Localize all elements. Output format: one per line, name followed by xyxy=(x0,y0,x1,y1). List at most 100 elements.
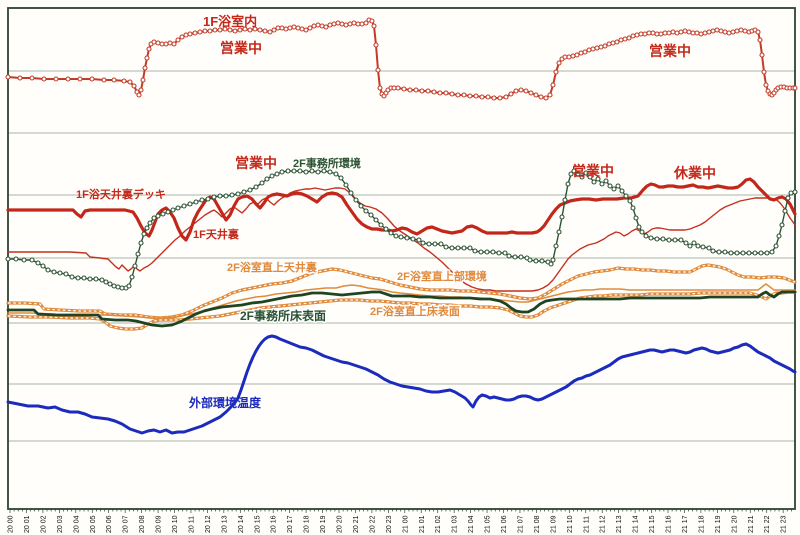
series-marker-2f-office-env xyxy=(333,171,339,177)
series-marker-1f-bathroom xyxy=(443,90,449,96)
series-marker-2f-office-env xyxy=(643,233,649,239)
status-closed-day2: 休業中 xyxy=(673,165,716,181)
series-marker-2f-office-env xyxy=(565,181,571,187)
series-marker-2f-office-env xyxy=(199,197,205,203)
series-marker-1f-bathroom xyxy=(590,46,596,52)
x-axis-label: 20 18 xyxy=(304,515,311,533)
series-marker-2f-office-env xyxy=(599,181,605,187)
series-marker-1f-bathroom xyxy=(547,92,553,98)
series-marker-1f-bathroom xyxy=(523,88,529,94)
series-marker-1f-bathroom xyxy=(142,65,148,71)
series-marker-1f-bathroom xyxy=(690,30,696,36)
series-marker-2f-office-env xyxy=(706,245,712,251)
series-marker-1f-bathroom xyxy=(738,27,744,33)
series-marker-1f-bathroom xyxy=(187,31,193,37)
series-marker-1f-bathroom xyxy=(343,22,349,28)
series-dash-overlay-2f-bath-floor-surface xyxy=(7,291,795,330)
series-marker-2f-office-env xyxy=(603,178,609,184)
series-marker-2f-office-env xyxy=(722,249,728,255)
series-marker-2f-office-env xyxy=(615,183,621,189)
series-marker-1f-bathroom xyxy=(359,21,365,27)
series-marker-1f-bathroom xyxy=(755,29,761,35)
series-marker-2f-office-env xyxy=(710,248,716,254)
series-marker-1f-bathroom xyxy=(331,21,337,27)
series-marker-1f-bathroom xyxy=(271,27,277,33)
series-marker-2f-office-env xyxy=(393,233,399,239)
x-axis-label: 20 15 xyxy=(254,515,261,533)
series-marker-1f-bathroom xyxy=(508,91,514,97)
series-marker-1f-bathroom xyxy=(485,94,491,100)
series-marker-2f-office-env xyxy=(416,237,422,243)
series-marker-2f-office-env xyxy=(496,250,502,256)
series-marker-2f-office-env xyxy=(455,245,461,251)
series-marker-1f-bathroom xyxy=(674,30,680,36)
series-marker-1f-bathroom xyxy=(513,88,519,94)
series-marker-2f-office-env xyxy=(138,240,144,246)
x-axis-label: 20 11 xyxy=(188,516,195,533)
series-marker-2f-office-env xyxy=(175,205,181,211)
series-marker-2f-office-env xyxy=(358,203,364,209)
series-marker-2f-office-env xyxy=(126,283,132,289)
series-marker-2f-office-env xyxy=(559,214,565,220)
series-marker-1f-bathroom xyxy=(307,25,313,31)
x-axis-label: 20 10 xyxy=(172,515,179,533)
series-marker-2f-office-env xyxy=(502,250,508,256)
x-axis-label: 20 00 xyxy=(8,515,15,533)
x-axis-label: 20 17 xyxy=(287,515,294,533)
series-marker-2f-office-env xyxy=(29,257,35,263)
series-marker-1f-bathroom xyxy=(369,18,375,24)
series-marker-1f-bathroom xyxy=(323,24,329,30)
series-marker-2f-office-env xyxy=(627,198,633,204)
series-marker-1f-bathroom xyxy=(339,21,345,27)
series-marker-1f-bathroom xyxy=(467,93,473,99)
series-marker-2f-office-env xyxy=(666,237,672,243)
series-marker-2f-office-env xyxy=(636,224,642,230)
series-marker-2f-office-env xyxy=(363,208,369,214)
x-axis-label: 21 11 xyxy=(583,516,590,533)
series-marker-1f-bathroom xyxy=(167,40,173,46)
series-marker-2f-office-env xyxy=(562,197,568,203)
series-marker-2f-office-env xyxy=(93,276,99,282)
x-axis-label: 21 08 xyxy=(534,515,541,533)
series-marker-2f-office-env xyxy=(132,263,138,269)
series-marker-2f-office-env xyxy=(591,179,597,185)
series-marker-2f-office-env xyxy=(87,276,93,282)
series-marker-1f-bathroom xyxy=(437,90,443,96)
series-marker-1f-bathroom xyxy=(666,30,672,36)
series-marker-1f-bathroom xyxy=(77,76,83,82)
series-marker-1f-bathroom xyxy=(17,75,23,81)
series-marker-2f-office-env xyxy=(115,284,121,290)
series-marker-2f-office-env xyxy=(119,285,125,291)
series-marker-2f-office-env xyxy=(484,249,490,255)
series-marker-2f-office-env xyxy=(691,240,697,246)
series-marker-2f-office-env xyxy=(99,277,105,283)
series-marker-1f-bathroom xyxy=(630,33,636,39)
x-axis-label: 20 09 xyxy=(156,515,163,533)
series-marker-1f-bathroom xyxy=(543,95,549,101)
series-marker-1f-bathroom xyxy=(159,41,165,47)
series-marker-1f-bathroom xyxy=(275,25,281,31)
series-marker-2f-office-env xyxy=(51,269,57,275)
series-marker-1f-bathroom xyxy=(257,27,263,33)
series-marker-2f-office-env xyxy=(785,195,791,201)
x-axis-label: 20 06 xyxy=(106,515,113,533)
status-open-day2-mid: 営業中 xyxy=(572,163,614,179)
series-marker-1f-bathroom xyxy=(131,83,137,89)
series-marker-2f-office-env xyxy=(348,190,354,196)
series-marker-1f-bathroom xyxy=(319,23,325,29)
series-marker-1f-bathroom xyxy=(267,29,273,35)
series-marker-2f-office-env xyxy=(550,257,556,263)
series-marker-1f-bathroom xyxy=(618,37,624,43)
series-marker-2f-office-env xyxy=(639,229,645,235)
series-marker-1f-bathroom xyxy=(614,39,620,45)
series-marker-2f-office-env xyxy=(291,168,297,174)
series-marker-1f-bathroom xyxy=(89,76,95,82)
series-marker-2f-office-env xyxy=(165,209,171,215)
series-marker-1f-bathroom xyxy=(401,86,407,92)
series-marker-2f-office-env xyxy=(155,213,161,219)
series-line-2f-bath-ceiling-cavity xyxy=(6,263,797,320)
series-marker-1f-bathroom xyxy=(217,27,223,33)
series-marker-1f-bathroom xyxy=(111,77,117,83)
series-marker-2f-office-env xyxy=(752,250,758,256)
series-marker-1f-bathroom xyxy=(763,82,769,88)
